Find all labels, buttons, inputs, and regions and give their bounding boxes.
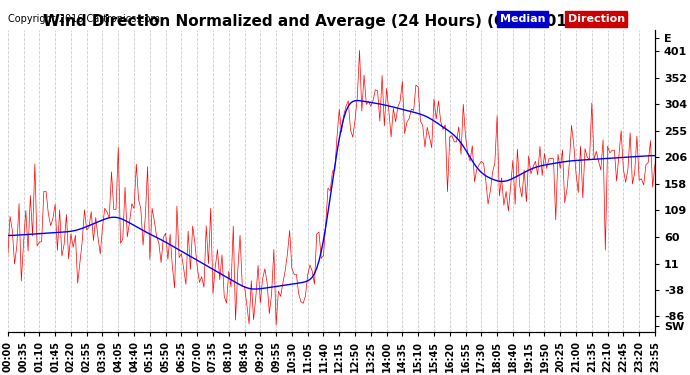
Title: Wind Direction Normalized and Average (24 Hours) (Old) 20160816: Wind Direction Normalized and Average (2… <box>43 14 620 29</box>
Text: Copyright 2016 Cartronics.com: Copyright 2016 Cartronics.com <box>8 14 160 24</box>
Text: Direction: Direction <box>568 14 624 24</box>
Text: Median: Median <box>500 14 545 24</box>
